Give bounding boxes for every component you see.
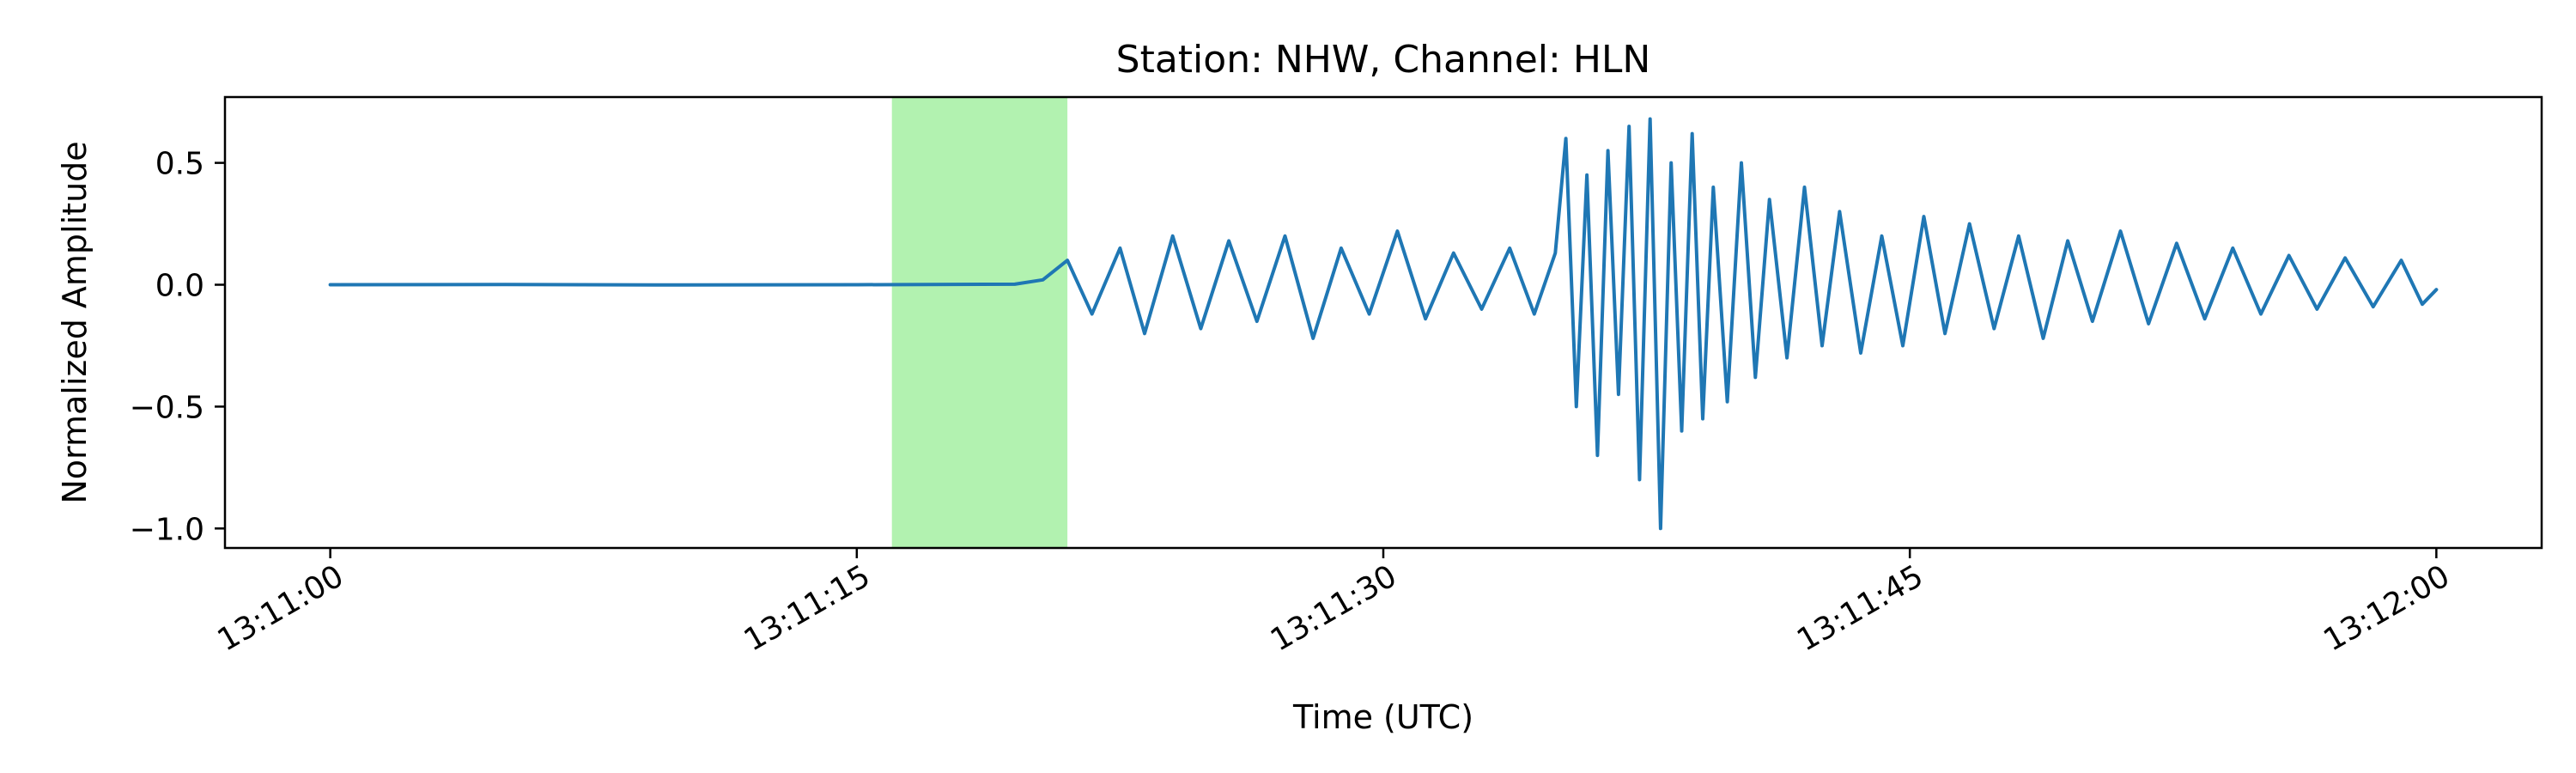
highlight-window [891, 97, 1068, 548]
x-tick-label: 13:11:00 [212, 558, 350, 658]
x-tick-label: 13:11:15 [738, 558, 877, 658]
y-tick-label: −0.5 [130, 390, 204, 425]
y-tick-label: −1.0 [130, 512, 204, 547]
y-axis-label: Normalized Amplitude [56, 141, 94, 503]
chart-title: Station: NHW, Channel: HLN [1116, 38, 1651, 82]
plot-frame [223, 95, 2543, 550]
x-axis-label: Time (UTC) [1292, 698, 1473, 736]
series-line-0 [328, 117, 2439, 531]
y-tick-label: 0.0 [155, 269, 204, 304]
x-tick-label: 13:12:00 [2318, 558, 2456, 658]
x-tick-label: 13:11:45 [1791, 558, 1929, 658]
series-layer [328, 117, 2439, 531]
y-axis: 0.5 0.0 −0.5 −1.0 [130, 147, 225, 547]
highlight-layer [891, 97, 1068, 548]
x-tick-label: 13:11:30 [1265, 558, 1403, 658]
x-axis: 13:11:00 13:11:15 13:11:30 13:11:45 13:12:00 [212, 548, 2456, 659]
y-tick-label: 0.5 [155, 147, 204, 182]
